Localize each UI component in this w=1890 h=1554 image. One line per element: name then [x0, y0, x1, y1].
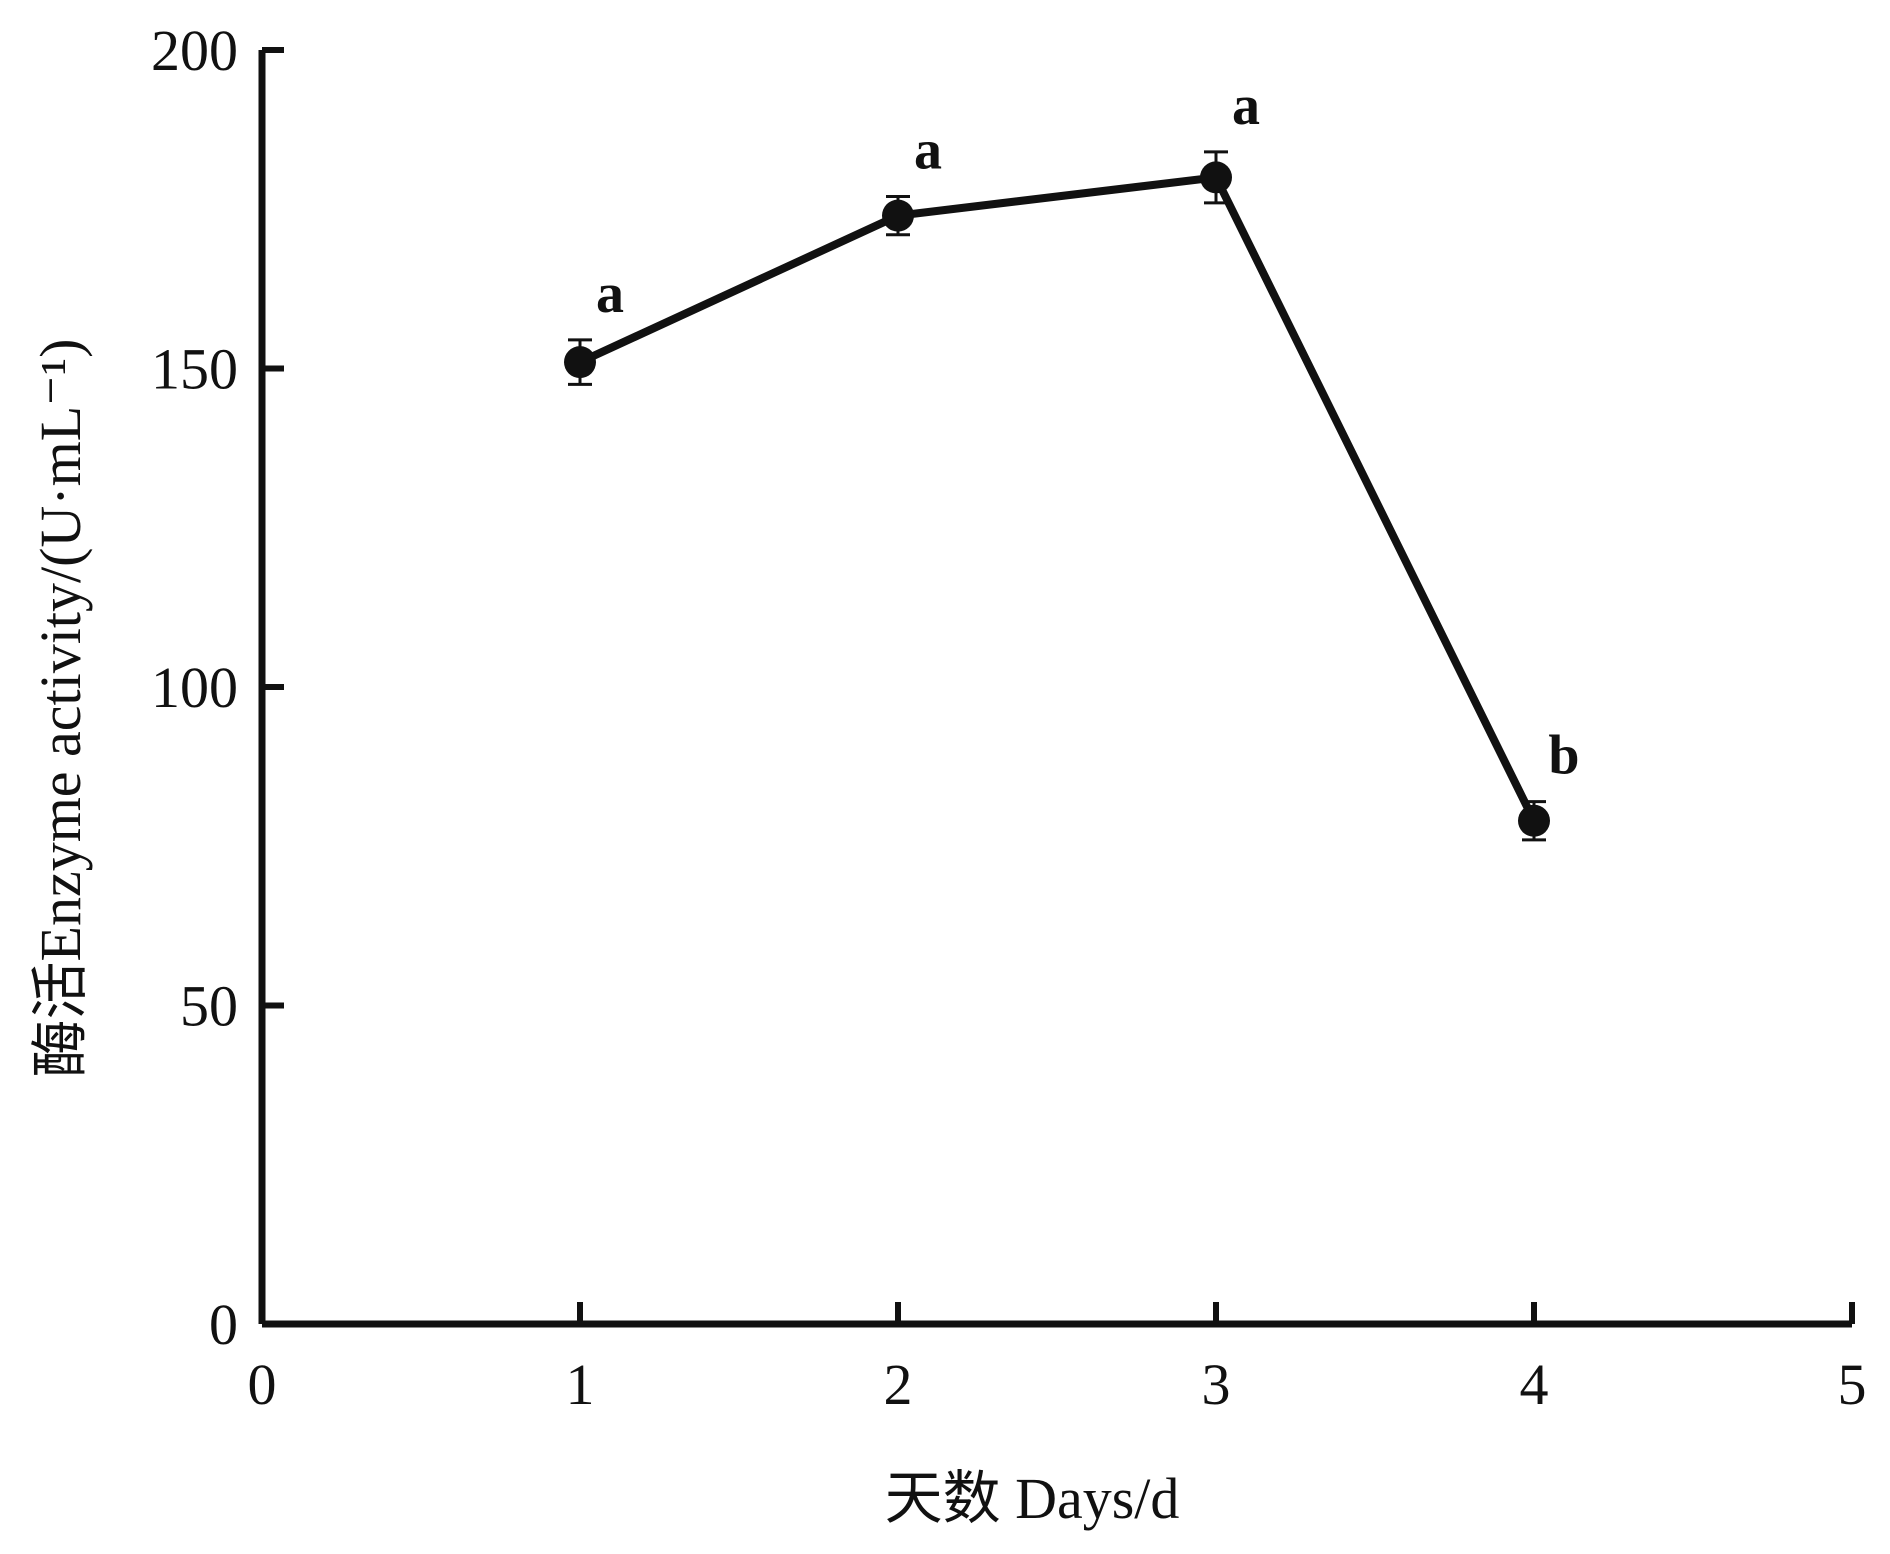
data-point — [564, 346, 596, 379]
data-point — [1518, 804, 1550, 837]
y-tick-label: 150 — [151, 337, 238, 402]
series-line — [578, 173, 1538, 823]
x-tick-label: 1 — [566, 1352, 595, 1417]
significance-label: b — [1548, 725, 1579, 787]
y-axis-title: 酶活Enzyme activity/(U·mL⁻¹) — [28, 339, 93, 1078]
x-tick-label: 0 — [248, 1352, 277, 1417]
data-point — [882, 199, 914, 232]
axes — [258, 50, 1852, 1328]
significance-label: a — [914, 120, 942, 182]
significance-label: a — [596, 263, 624, 325]
x-tick-label: 4 — [1520, 1352, 1549, 1417]
y-tick-label: 50 — [180, 974, 238, 1039]
data-series: a a a b — [564, 75, 1580, 842]
y-tick-label: 0 — [209, 1292, 238, 1357]
y-tick-label: 200 — [151, 18, 238, 83]
x-tick-label: 5 — [1838, 1352, 1867, 1417]
y-tick-label: 100 — [151, 655, 238, 720]
x-tick-label: 2 — [884, 1352, 913, 1417]
significance-label: a — [1232, 75, 1260, 137]
x-axis-title: 天数 Days/d — [885, 1466, 1180, 1531]
x-tick-label: 3 — [1202, 1352, 1231, 1417]
data-point — [1200, 161, 1232, 194]
ticks: 0 50 100 150 200 0 1 2 3 4 5 — [151, 18, 1867, 1417]
